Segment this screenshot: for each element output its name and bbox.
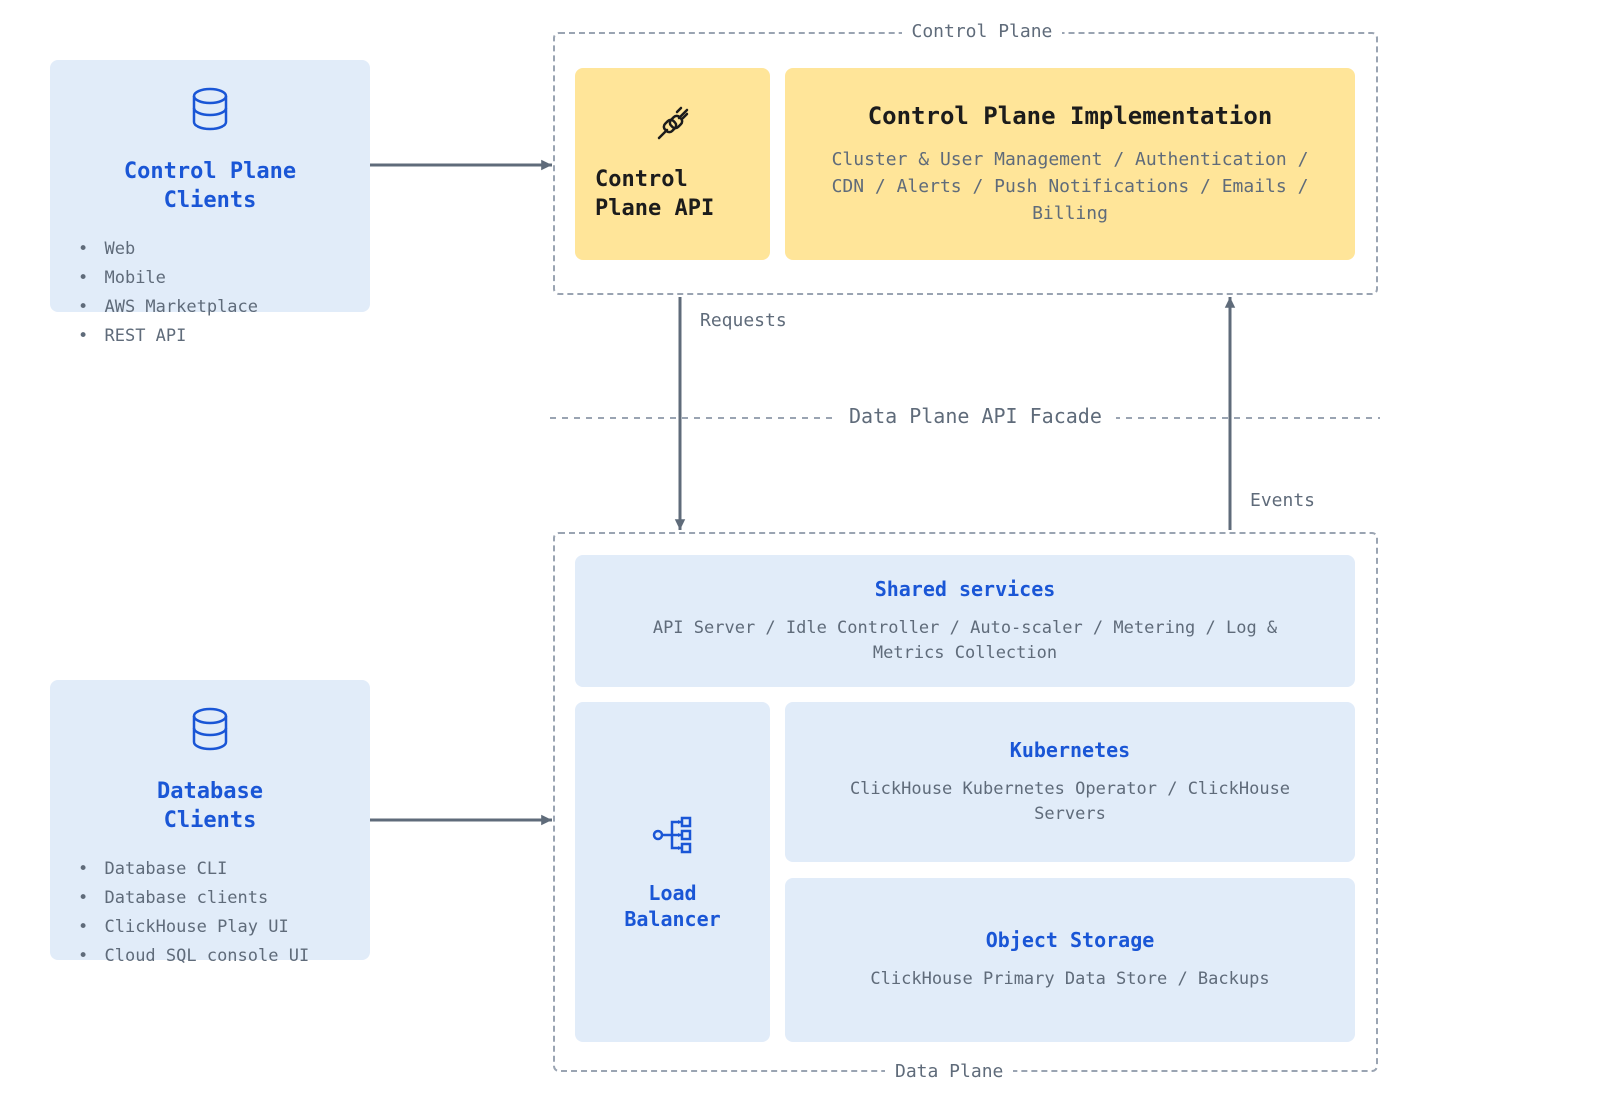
node-cp-api: Control Plane API [575,68,770,260]
facade-divider-label: Data Plane API Facade [835,404,1116,428]
node-db_clients-bullet-1: Database clients [78,884,350,913]
node-cp_impl-body: Cluster & User Management / Authenticati… [805,146,1335,227]
node-k8s: Kubernetes ClickHouse Kubernetes Operator… [785,702,1355,862]
node-cp-impl: Control Plane Implementation Cluster & Us… [785,68,1355,260]
node-cp_clients-bullets: WebMobileAWS MarketplaceREST API [70,235,350,351]
node-shared-title: Shared services [595,576,1335,602]
node-storage-title: Object Storage [805,927,1335,953]
database-icon [184,84,236,136]
cp_api-icon-wrap [653,104,693,154]
edge-events-label: Events [1250,490,1315,511]
node-db-clients: Database Clients Database CLIDatabase cli… [50,680,370,960]
node-lb-title: Load Balancer [595,880,750,932]
node-db_clients-bullet-2: ClickHouse Play UI [78,913,350,942]
db_clients-icon-wrap [184,704,236,766]
node-k8s-body: ClickHouse Kubernetes Operator / ClickHo… [805,777,1335,828]
node-db_clients-bullet-3: Cloud SQL console UI [78,942,350,971]
node-cp_api-title: Control Plane API [595,166,714,223]
node-cp_impl-title: Control Plane Implementation [805,101,1335,132]
node-cp_clients-bullet-3: REST API [78,322,350,351]
node-storage: Object Storage ClickHouse Primary Data St… [785,878,1355,1042]
node-storage-body: ClickHouse Primary Data Store / Backups [805,967,1335,993]
node-lb: Load Balancer [575,702,770,1042]
node-k8s-title: Kubernetes [805,737,1335,763]
database-icon [184,704,236,756]
edge-requests-label: Requests [700,310,787,331]
node-db_clients-bullet-0: Database CLI [78,855,350,884]
plug-icon [653,104,693,144]
node-db_clients-title: Database Clients [70,778,350,835]
node-cp_clients-title: Control Plane Clients [70,158,350,215]
lb-icon-wrap [650,812,696,868]
node-cp_clients-bullet-0: Web [78,235,350,264]
node-db_clients-bullets: Database CLIDatabase clientsClickHouse P… [70,855,350,971]
node-shared: Shared services API Server / Idle Control… [575,555,1355,687]
load-balancer-icon [650,812,696,858]
cp_clients-icon-wrap [184,84,236,146]
node-shared-body: API Server / Idle Controller / Auto-scal… [595,616,1335,667]
node-cp_clients-bullet-2: AWS Marketplace [78,293,350,322]
node-cp-clients: Control Plane ClientsWebMobileAWS Market… [50,60,370,312]
node-cp_clients-bullet-1: Mobile [78,264,350,293]
